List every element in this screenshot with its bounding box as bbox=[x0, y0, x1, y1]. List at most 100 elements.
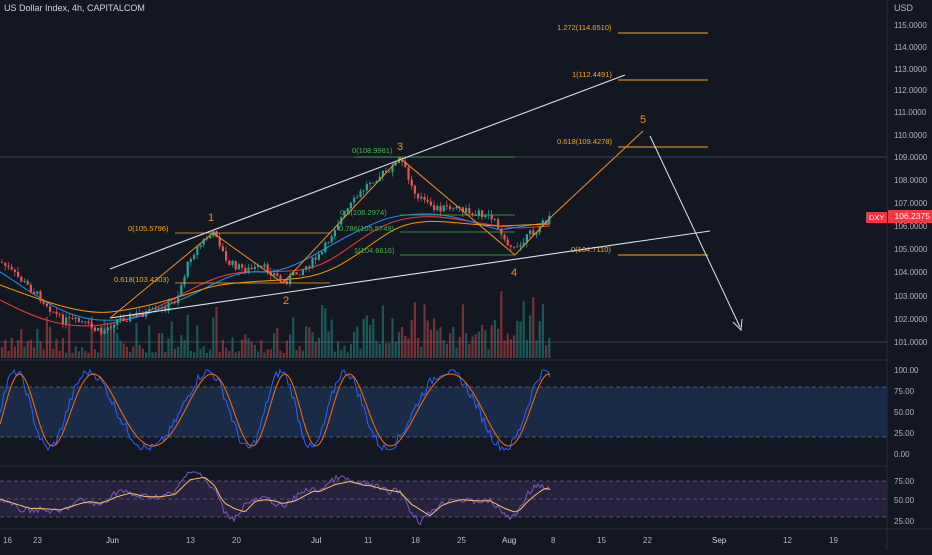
candle-body bbox=[231, 261, 234, 265]
candle-body bbox=[17, 271, 20, 277]
volume-bar bbox=[266, 349, 269, 358]
candle-body bbox=[90, 322, 93, 328]
candle-body bbox=[477, 210, 480, 216]
volume-bar bbox=[436, 330, 439, 358]
volume-bar bbox=[84, 351, 87, 358]
candle-body bbox=[420, 196, 423, 199]
candle-body bbox=[145, 311, 148, 317]
volume-bar bbox=[337, 341, 340, 358]
candle-body bbox=[385, 170, 388, 173]
volume-bar bbox=[420, 346, 423, 358]
candle-body bbox=[445, 205, 448, 207]
volume-bar bbox=[65, 352, 68, 358]
volume-bar bbox=[202, 346, 205, 358]
volume-bar bbox=[77, 351, 80, 358]
volume-bar bbox=[253, 344, 256, 358]
elliott-wave-path[interactable] bbox=[109, 130, 644, 319]
volume-bar bbox=[519, 321, 522, 358]
candle-body bbox=[388, 171, 391, 173]
candle-body bbox=[468, 207, 471, 214]
candle-body bbox=[205, 238, 208, 240]
candle-body bbox=[84, 321, 87, 323]
wave-label-2: 2 bbox=[283, 295, 289, 307]
volume-bar bbox=[74, 346, 77, 358]
candle-body bbox=[433, 205, 436, 211]
trendline-lower[interactable] bbox=[109, 230, 711, 319]
candle-body bbox=[407, 167, 410, 180]
symbol-title[interactable]: US Dollar Index, 4h, CAPITALCOM bbox=[4, 3, 145, 13]
wave-label-1: 1 bbox=[208, 212, 214, 224]
volume-bar bbox=[71, 352, 74, 358]
volume-bar bbox=[10, 337, 13, 358]
candle-body bbox=[442, 205, 445, 212]
fib-retracement-mid[interactable]: 0(108.9981) 0.5(106.2974) 0.786(105.5749… bbox=[339, 146, 515, 256]
volume-bar bbox=[327, 331, 330, 358]
volume-bar bbox=[417, 338, 420, 358]
stoch-axis[interactable]: 100.00 75.00 50.00 25.00 0.00 bbox=[894, 366, 919, 459]
rsi-axis[interactable]: 75.00 50.00 25.00 bbox=[894, 477, 915, 526]
volume-bar bbox=[388, 343, 391, 358]
time-axis[interactable]: 16 23 Jun 13 20 Jul 11 18 25 Aug 8 15 22… bbox=[3, 536, 838, 545]
price-axis-label: 101.0000 bbox=[894, 338, 928, 347]
volume-bar bbox=[157, 333, 160, 358]
volume-bar bbox=[55, 338, 58, 358]
volume-bar bbox=[545, 345, 548, 358]
volume-bar bbox=[241, 339, 244, 358]
candle-body bbox=[221, 246, 224, 252]
candle-body bbox=[164, 307, 167, 311]
rsi-ma-line bbox=[0, 476, 551, 517]
fib-retracement-left[interactable]: 0(105.5796) 0.618(103.4303) bbox=[114, 224, 330, 284]
candle-body bbox=[177, 295, 180, 304]
volume-bar bbox=[397, 332, 400, 358]
candle-body bbox=[333, 230, 336, 237]
volume-bar bbox=[61, 337, 64, 358]
fib-right-label-1: 1(112.4491) bbox=[572, 70, 612, 79]
volume-bar bbox=[129, 351, 132, 358]
wave-label-3: 3 bbox=[397, 141, 403, 153]
volume-bar bbox=[161, 333, 164, 358]
volume-bar bbox=[113, 324, 116, 358]
volume-bar bbox=[458, 336, 461, 358]
rsi-axis-label: 75.00 bbox=[894, 477, 915, 486]
candle-body bbox=[317, 254, 320, 260]
candle-body bbox=[103, 330, 106, 334]
stoch-d-line bbox=[0, 373, 551, 447]
volume-bar bbox=[29, 339, 32, 358]
volume-bar bbox=[522, 301, 525, 358]
price-axis[interactable]: 115.0000 114.0000 113.0000 112.0000 111.… bbox=[894, 21, 928, 347]
volume-bars bbox=[1, 291, 551, 358]
candle-body bbox=[391, 165, 394, 172]
projection-arrow-line[interactable] bbox=[649, 135, 741, 328]
volume-bar bbox=[141, 348, 144, 358]
volume-bar bbox=[170, 321, 173, 358]
volume-bar bbox=[13, 346, 16, 358]
projection-arrowhead-icon bbox=[732, 318, 743, 332]
candle-body bbox=[228, 260, 231, 265]
currency-label[interactable]: USD bbox=[894, 3, 914, 13]
fib-extension-right[interactable]: 1.272(114.6510) 1(112.4491) 0.618(109.42… bbox=[557, 23, 708, 256]
moving-averages bbox=[0, 213, 551, 327]
candle-body bbox=[484, 215, 487, 218]
trendline-upper[interactable] bbox=[109, 74, 626, 270]
volume-bar bbox=[285, 340, 288, 358]
rsi-axis-label: 25.00 bbox=[894, 517, 915, 526]
volume-bar bbox=[426, 320, 429, 358]
volume-bar bbox=[17, 340, 20, 358]
candle-body bbox=[541, 220, 544, 227]
volume-bar bbox=[180, 335, 183, 358]
candle-body bbox=[71, 318, 74, 319]
candle-body bbox=[321, 252, 324, 255]
volume-bar bbox=[132, 346, 135, 358]
candle-body bbox=[449, 206, 452, 209]
candle-body bbox=[305, 266, 308, 270]
volume-bar bbox=[445, 344, 448, 358]
volume-bar bbox=[439, 327, 442, 358]
candle-body bbox=[509, 245, 512, 247]
volume-bar bbox=[394, 341, 397, 358]
volume-bar bbox=[260, 340, 263, 358]
volume-bar bbox=[52, 348, 55, 358]
candle-body bbox=[170, 301, 173, 303]
time-axis-label: Jun bbox=[106, 536, 119, 545]
volume-bar bbox=[164, 352, 167, 358]
